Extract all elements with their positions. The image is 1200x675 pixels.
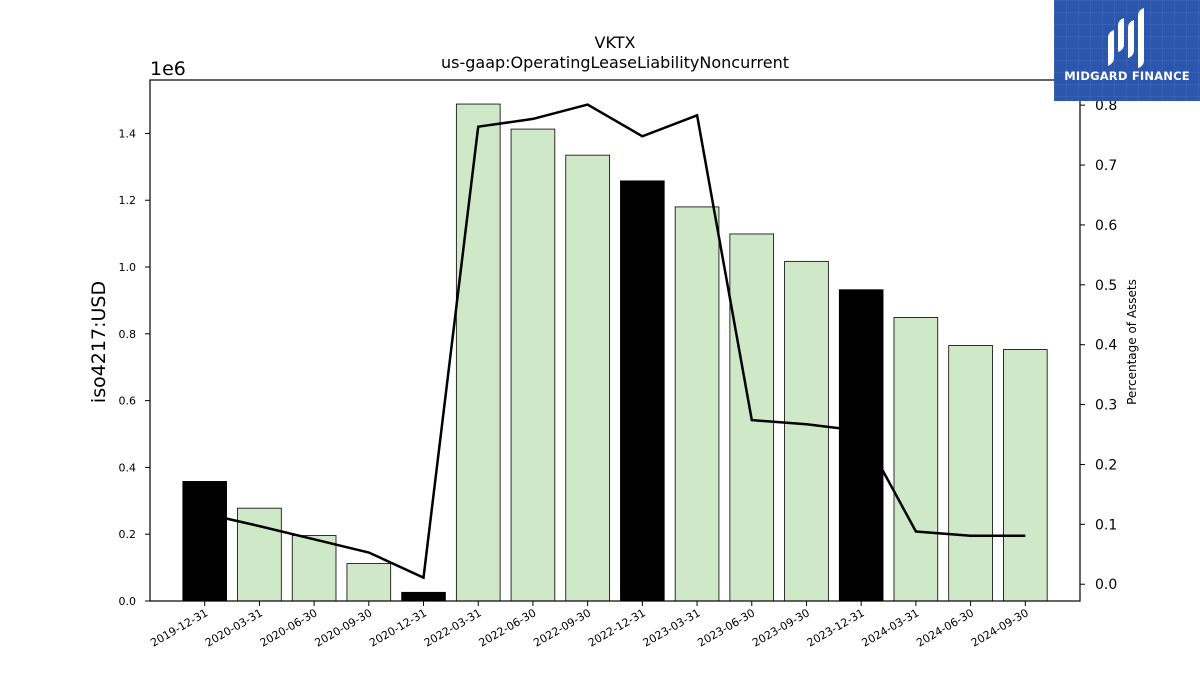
y2-tick-label: 0.7: [1095, 158, 1117, 174]
x-tick-label: 2020-12-31: [367, 606, 429, 649]
x-tick-label: 2024-09-30: [969, 606, 1031, 649]
y2-axis-label: Percentage of Assets: [1125, 279, 1139, 405]
y-tick-label: 1.0: [119, 261, 137, 274]
x-tick-label: 2022-06-30: [477, 606, 539, 649]
x-tick-label: 2023-12-31: [805, 606, 867, 649]
y-tick-label: 0.0: [119, 595, 137, 608]
y2-tick-label: 0.8: [1095, 98, 1117, 114]
y-tick-label: 0.8: [119, 328, 137, 341]
y-tick-label: 0.6: [119, 395, 137, 408]
bars-layer: [182, 103, 1048, 602]
chart-title: VKTX: [595, 33, 636, 52]
y2-tick-label: 0.2: [1095, 457, 1117, 473]
bar-2022-09-30: [565, 154, 610, 602]
x-tick-label: 2020-03-31: [203, 606, 265, 649]
x-tick-label: 2023-03-31: [641, 606, 703, 649]
percentage-line: [204, 103, 1026, 580]
y2-tick-label: 0.0: [1095, 577, 1117, 593]
x-tick-label: 2022-12-31: [586, 606, 648, 649]
y2-tick-label: 0.4: [1095, 338, 1117, 354]
y-axis-offset-label: 1e6: [150, 58, 186, 80]
y2-tick-label: 0.1: [1095, 517, 1117, 533]
y-tick-label: 0.2: [119, 528, 137, 541]
plot-frame: [149, 79, 1081, 602]
y-axis-label: iso4217:USD: [88, 281, 110, 403]
x-tick-label: 2024-06-30: [914, 606, 976, 649]
x-tick-label: 2019-12-31: [148, 606, 210, 649]
bar-2022-12-31: [620, 180, 665, 602]
x-tick-label: 2023-09-30: [750, 606, 812, 649]
bar-2024-03-31: [893, 317, 939, 602]
y2-tick-label: 0.6: [1095, 218, 1117, 234]
bar-2022-06-30: [510, 128, 556, 602]
x-tick-label: 2020-06-30: [258, 606, 320, 649]
bar-2023-12-31: [838, 289, 884, 602]
bar-2020-06-30: [291, 535, 337, 602]
y-tick-label: 1.4: [119, 127, 137, 140]
bar-2022-03-31: [455, 103, 501, 602]
logo-text: MIDGARD FINANCE: [1064, 69, 1190, 83]
logo-grid-pattern: [1054, 0, 1200, 101]
bar-2020-12-31: [401, 591, 446, 602]
x-tick-label: 2022-09-30: [531, 606, 593, 649]
y2-tick-label: 0.3: [1095, 398, 1117, 414]
line-layer: [204, 103, 1026, 580]
y-tick-label: 1.2: [119, 194, 137, 207]
bar-2023-09-30: [784, 260, 829, 602]
bar-2024-06-30: [948, 345, 993, 602]
bar-2020-09-30: [346, 563, 392, 602]
y-tick-label: 0.4: [119, 461, 137, 474]
x-tick-label: 2020-09-30: [312, 606, 374, 649]
logo-mark-icon: [1108, 8, 1144, 68]
bar-2023-03-31: [674, 206, 720, 602]
bar-2019-12-31: [182, 481, 227, 602]
midgard-finance-logo: MIDGARD FINANCE: [1054, 0, 1200, 101]
bar-2024-09-30: [1003, 349, 1048, 602]
chart-subtitle: us-gaap:OperatingLeaseLiabilityNoncurren…: [441, 53, 789, 72]
x-tick-label: 2022-03-31: [422, 606, 484, 649]
y2-tick-label: 0.5: [1095, 278, 1117, 294]
x-tick-label: 2024-03-31: [860, 606, 922, 649]
x-tick-label: 2023-06-30: [695, 606, 757, 649]
